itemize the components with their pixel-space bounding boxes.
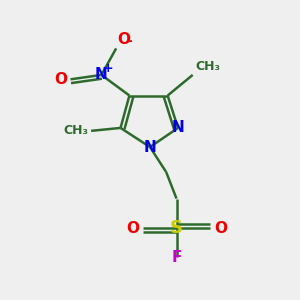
Text: O: O [55, 72, 68, 87]
Text: F: F [171, 250, 182, 265]
Text: O: O [214, 220, 227, 236]
Text: S: S [170, 219, 183, 237]
Text: +: + [103, 62, 113, 75]
Text: O: O [126, 220, 139, 236]
Text: CH₃: CH₃ [64, 124, 89, 137]
Text: N: N [95, 68, 108, 82]
Text: N: N [172, 120, 184, 135]
Text: O: O [118, 32, 130, 47]
Text: N: N [144, 140, 156, 154]
Text: CH₃: CH₃ [195, 60, 220, 74]
Text: -: - [127, 34, 132, 48]
